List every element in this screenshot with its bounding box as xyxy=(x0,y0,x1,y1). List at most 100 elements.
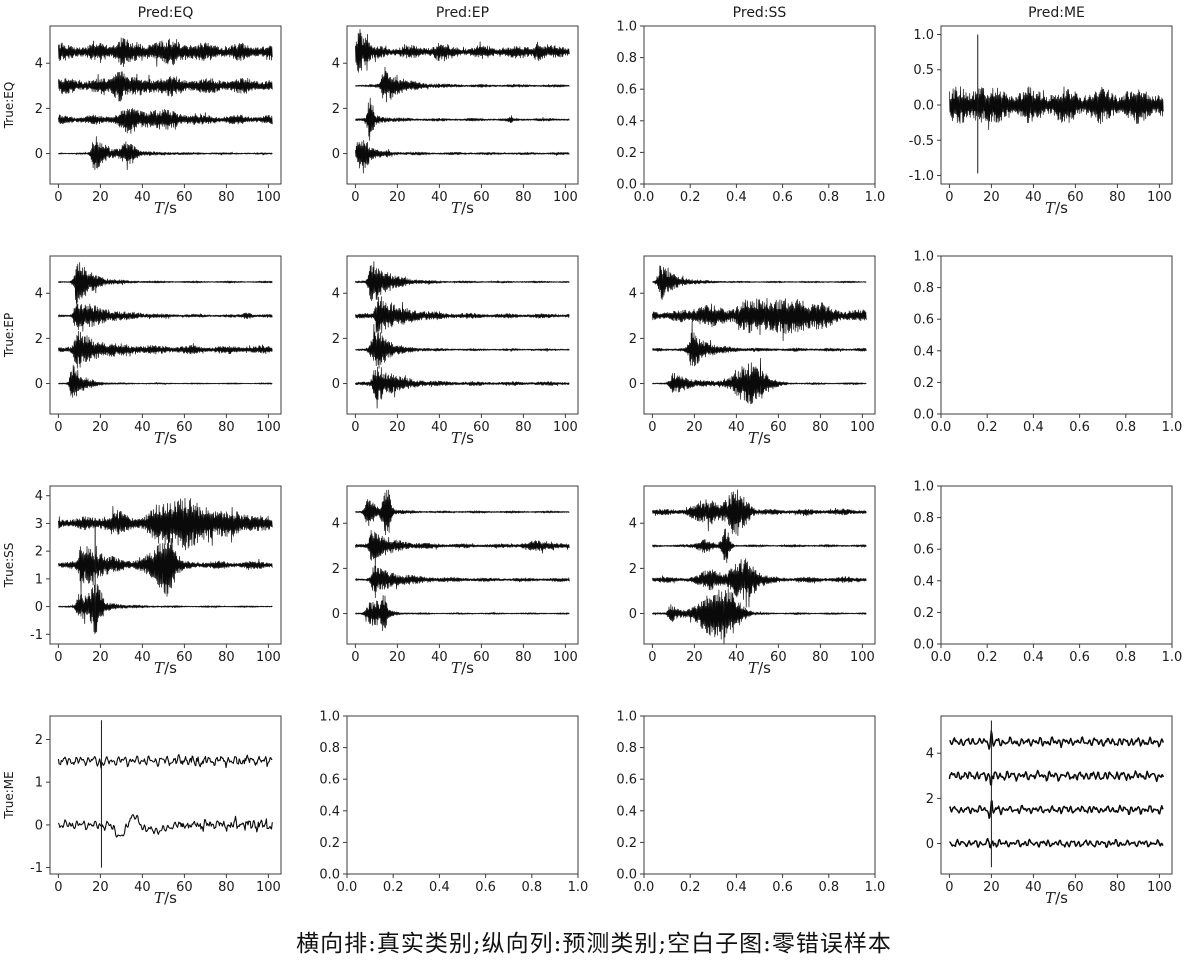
axes-spines xyxy=(643,485,876,645)
subplot-r3c4: 0.0 0.2 0.4 0.6 0.8 1.0 0.0 0.2 0.4 0.6 0.8 1.0 xyxy=(913,480,1182,666)
y-tick-label: -0.5 xyxy=(909,134,934,149)
waveform-trace xyxy=(355,324,570,369)
waveform-trace xyxy=(58,364,273,398)
plot-area xyxy=(355,489,570,632)
axes-spines xyxy=(940,485,1173,645)
x-tick-label: 0.0 xyxy=(634,880,655,895)
subplot-r4c3: 0.0 0.2 0.4 0.6 0.8 1.0 0.0 0.2 0.4 0.6 0.8 1.0 xyxy=(616,710,885,896)
y-tick-label: 2 xyxy=(332,332,340,347)
y-tick-label: 0 xyxy=(35,147,43,162)
x-tick-label: 0.4 xyxy=(726,190,747,205)
x-tick-label: 40 xyxy=(431,650,448,665)
waveform-trace xyxy=(58,37,273,67)
plot-area xyxy=(355,261,570,409)
x-tick-label: 80 xyxy=(812,650,829,665)
x-tick-label: 20 xyxy=(92,650,109,665)
waveform-trace xyxy=(355,366,570,409)
y-tick-label: 1.0 xyxy=(913,28,934,43)
y-tick-label: 4 xyxy=(35,489,43,504)
plot-area xyxy=(57,720,273,868)
subplot-r3c2: 0 20 40 60 80 100 0 2 4 T/s xyxy=(332,485,579,677)
x-tick-label: 40 xyxy=(728,650,745,665)
y-tick-label: 0.0 xyxy=(913,638,934,653)
y-tick-label: 0.2 xyxy=(616,146,637,161)
subplot-title: Pred:EP xyxy=(436,5,489,21)
x-tick-label: 60 xyxy=(473,190,490,205)
y-tick-label: 4 xyxy=(332,517,340,532)
x-tick-label: 100 xyxy=(256,650,281,665)
x-tick-label: 0.4 xyxy=(429,880,450,895)
x-axis-label: T/s xyxy=(451,199,474,217)
y-tick-label: 2 xyxy=(332,102,340,117)
x-tick-label: 80 xyxy=(515,650,532,665)
subplot-cell-r4c3: 0.0 0.2 0.4 0.6 0.8 1.0 0.0 0.2 0.4 0.6 0.8 1.0 xyxy=(594,690,891,920)
y-tick-label: 0.5 xyxy=(913,63,934,78)
x-tick-label: 40 xyxy=(728,420,745,435)
waveform-trace xyxy=(355,140,570,174)
axes-spines xyxy=(346,485,579,645)
subplot-r2c4: 0.0 0.2 0.4 0.6 0.8 1.0 0.0 0.2 0.4 0.6 0.8 1.0 xyxy=(913,250,1182,436)
x-tick-label: 0.0 xyxy=(634,190,655,205)
x-tick-label: 0 xyxy=(945,190,953,205)
x-tick-label: 0 xyxy=(945,880,953,895)
y-tick-label: 0.6 xyxy=(913,313,934,328)
axes-spines xyxy=(49,715,282,875)
subplot-r1c1: 0 20 40 60 80 100 0 2 4 Pred:EQ True:EQ T/s xyxy=(2,5,282,217)
waveform-trace xyxy=(949,730,1165,750)
subplot-r1c3: 0.0 0.2 0.4 0.6 0.8 1.0 0.0 0.2 0.4 0.6 0.8 1.0 Pred… xyxy=(616,5,885,205)
y-tick-label: 4 xyxy=(926,747,934,762)
x-tick-label: 100 xyxy=(256,880,281,895)
subplot-r2c2: 0 20 40 60 80 100 0 2 4 T/s xyxy=(332,255,579,447)
y-tick-label: 0.2 xyxy=(616,836,637,851)
plot-area xyxy=(58,497,273,635)
x-tick-label: 100 xyxy=(553,420,578,435)
subplot-r3c3: 0 20 40 60 80 100 0 2 4 T/s xyxy=(629,485,876,677)
x-tick-label: 60 xyxy=(770,420,787,435)
y-tick-label: 0.0 xyxy=(913,408,934,423)
x-tick-label: 0.4 xyxy=(1023,650,1044,665)
y-tick-label: 0.4 xyxy=(616,114,637,129)
y-tick-label: 4 xyxy=(332,287,340,302)
y-tick-label: 2 xyxy=(926,792,934,807)
y-tick-label: 0.0 xyxy=(616,868,637,883)
y-tick-label: 0.4 xyxy=(913,574,934,589)
waveform-trace xyxy=(652,297,867,342)
x-tick-label: 100 xyxy=(1147,190,1172,205)
y-tick-label: 4 xyxy=(629,517,637,532)
waveform-trace xyxy=(652,588,867,644)
waveform-trace xyxy=(949,837,1164,849)
waveform-trace xyxy=(58,534,273,598)
x-tick-label: 60 xyxy=(176,880,193,895)
y-tick-label: 0.6 xyxy=(319,773,340,788)
y-tick-label: 2 xyxy=(35,332,43,347)
x-tick-label: 0.2 xyxy=(383,880,404,895)
y-tick-label: 0.6 xyxy=(616,773,637,788)
plot-area xyxy=(58,262,273,398)
axes-spines xyxy=(49,255,282,415)
axes-spines xyxy=(346,715,579,875)
x-tick-label: 1.0 xyxy=(568,880,589,895)
x-tick-label: 0 xyxy=(54,420,62,435)
x-tick-label: 20 xyxy=(389,420,406,435)
waveform-trace xyxy=(355,529,570,569)
y-tick-label: 0 xyxy=(629,377,637,392)
y-tick-label: 2 xyxy=(332,562,340,577)
axes-spines xyxy=(643,25,876,185)
x-axis-label: T/s xyxy=(451,429,474,447)
y-tick-label: 0.8 xyxy=(319,741,340,756)
y-tick-label: 4 xyxy=(629,287,637,302)
x-tick-label: 0.6 xyxy=(475,880,496,895)
y-tick-label: 1.0 xyxy=(616,20,637,35)
plot-area xyxy=(949,34,1164,174)
subplot-cell-r1c4: 0 20 40 60 80 100 -1.0 -0.5 0.0 0.5 1.0 Pred:ME T/s xyxy=(891,0,1188,230)
y-tick-label: 0 xyxy=(35,600,43,615)
y-axis-label: True:EQ xyxy=(2,82,16,130)
y-tick-label: 4 xyxy=(332,57,340,72)
x-tick-label: 0 xyxy=(351,190,359,205)
y-tick-label: 0.0 xyxy=(913,99,934,114)
x-tick-label: 60 xyxy=(176,190,193,205)
x-tick-label: 40 xyxy=(134,420,151,435)
subplot-cell-r3c4: 0.0 0.2 0.4 0.6 0.8 1.0 0.0 0.2 0.4 0.6 0.8 1.0 xyxy=(891,460,1188,690)
x-tick-label: 100 xyxy=(850,650,875,665)
x-tick-label: 0.8 xyxy=(818,880,839,895)
